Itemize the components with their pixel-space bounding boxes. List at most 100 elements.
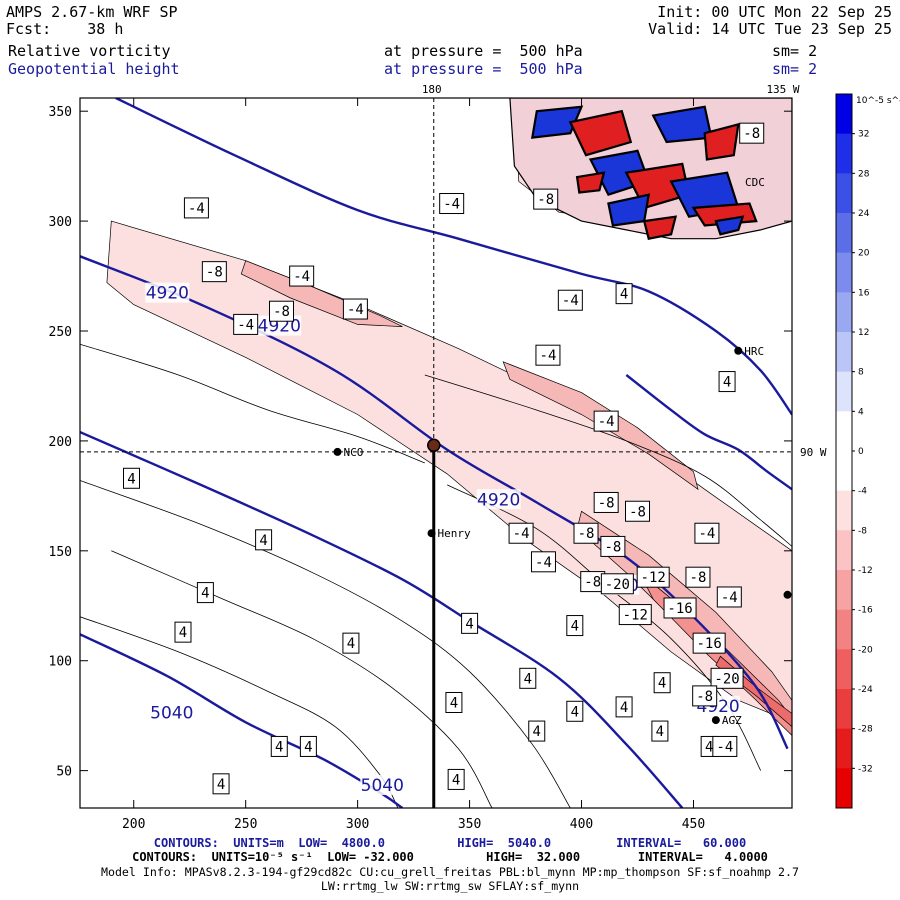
colorbar-tick-label: -24 xyxy=(858,685,873,695)
vorticity-label: -8 xyxy=(629,504,646,520)
colorbar-swatch xyxy=(836,371,852,412)
meridian-corner-label: 135 W xyxy=(766,83,799,96)
x-tick-label: 250 xyxy=(234,817,257,832)
vorticity-label-box xyxy=(533,188,559,210)
vorticity-label: -16 xyxy=(697,636,722,652)
vorticity-label: 4 xyxy=(571,704,579,720)
vorticity-label-box xyxy=(519,667,537,689)
colorbar-swatch xyxy=(836,570,852,611)
colorbar-swatch xyxy=(836,173,852,214)
field2-smooth: sm= 2 xyxy=(772,60,818,78)
vorticity-label-box xyxy=(739,122,765,144)
vorticity-label: -8 xyxy=(273,304,290,320)
colorbar-tick-label: 16 xyxy=(858,288,870,298)
vorticity-label-box xyxy=(439,193,465,215)
height-contour-interval: INTERVAL= 60.000 xyxy=(616,836,747,850)
south-pole-marker xyxy=(427,438,441,453)
vorticity-label-box xyxy=(212,773,230,795)
vorticity-label-box xyxy=(299,735,317,757)
station-label: NCO xyxy=(343,446,363,459)
vorticity-label-box xyxy=(615,696,633,718)
vorticity-label-box xyxy=(636,566,670,588)
station-label: Henry xyxy=(438,527,471,540)
vorticity-label: 4 xyxy=(275,739,283,755)
colorbar-tick-label: -4 xyxy=(858,487,867,497)
vorticity-label-box xyxy=(685,566,711,588)
height-label: 4920 xyxy=(146,284,189,304)
storm-vortex xyxy=(714,215,745,236)
colorbar-swatch xyxy=(836,530,852,571)
vorticity-label-box xyxy=(716,586,742,608)
vorticity-label-box xyxy=(573,522,599,544)
vorticity-label-box xyxy=(593,491,619,513)
vorticity-label-box xyxy=(255,529,273,551)
vorticity-label: 4 xyxy=(705,739,713,755)
station-marker xyxy=(783,590,792,599)
fcst-label: Fcst: xyxy=(6,20,52,38)
field2-level: at pressure = 500 hPa xyxy=(384,60,583,78)
plot-area: 4920492049204920492050405040-4-4-8-8-8-4… xyxy=(80,98,792,808)
vorticity-label: -12 xyxy=(623,608,648,624)
vorticity-label-box xyxy=(557,289,583,311)
colorbar-tick-label: -16 xyxy=(858,606,873,616)
height-contour xyxy=(80,633,404,808)
model-info: Model Info: MPASv8.2.3-194-gf29cd82c CU:… xyxy=(100,865,799,879)
vorticity-label: 4 xyxy=(571,619,579,635)
height-label: 4920 xyxy=(477,490,520,510)
vorticity-label: 4 xyxy=(465,616,473,632)
colorbar-swatch xyxy=(836,292,852,333)
vorticity-label-box xyxy=(196,582,214,604)
vorticity-contour xyxy=(424,374,792,547)
storm-vortex xyxy=(642,215,678,240)
vorticity-label-box xyxy=(692,685,718,707)
colorbar-tick-label: -8 xyxy=(858,526,867,536)
colorbar-swatch xyxy=(836,133,852,174)
vorticity-label-box xyxy=(653,672,671,694)
field1-smooth: sm= 2 xyxy=(772,42,818,60)
vorticity-label: 4 xyxy=(127,471,135,487)
fcst-value: 38 h xyxy=(87,20,124,38)
vorticity-label-box xyxy=(718,371,736,393)
vorticity-label: 4 xyxy=(259,533,267,549)
station-label: AGZ xyxy=(722,714,742,727)
vorticity-label-box xyxy=(528,720,546,742)
storm-vortex xyxy=(703,122,740,161)
vorticity-label: -16 xyxy=(667,601,692,617)
vorticity-label-box xyxy=(447,768,465,790)
field2-name: Geopotential height xyxy=(8,60,180,78)
vorticity-label: -4 xyxy=(188,201,205,217)
vorticity-label: 4 xyxy=(524,671,532,687)
storm-vortex xyxy=(568,109,633,157)
vorticity-label-box xyxy=(651,720,669,742)
vorticity-label-box xyxy=(445,691,463,713)
vorticity-label: -4 xyxy=(698,526,715,542)
colorbar-swatch xyxy=(836,94,852,135)
colorbar-tick-label: 8 xyxy=(858,368,864,378)
colorbar-swatch xyxy=(836,768,852,809)
vorticity-label: 4 xyxy=(452,772,460,788)
colorbar-swatch xyxy=(836,689,852,730)
vorticity-label-box xyxy=(694,522,720,544)
colorbar-swatch xyxy=(836,451,852,492)
colorbar-swatch xyxy=(836,332,852,373)
vorticity-label: -8 xyxy=(206,265,223,281)
vorticity-label: -12 xyxy=(641,570,666,586)
vorticity-label-box xyxy=(201,261,227,283)
x-tick-label: 450 xyxy=(682,817,705,832)
x-tick-label: 400 xyxy=(570,817,593,832)
storm-vortex xyxy=(530,105,584,139)
height-contour xyxy=(80,430,684,808)
vorticity-label: 4 xyxy=(347,636,355,652)
vorticity-label-box xyxy=(566,615,584,637)
field1-level: at pressure = 500 hPa xyxy=(384,42,583,60)
vorticity-label: -4 xyxy=(721,590,738,606)
vorticity-label-box xyxy=(615,283,633,305)
vorticity-label: -4 xyxy=(540,348,557,364)
height-label: 5040 xyxy=(361,776,404,796)
x-tick-label: 350 xyxy=(458,817,481,832)
vorticity-label: -8 xyxy=(584,575,601,591)
colorbar-units: 10^-5 s^-1 xyxy=(856,96,900,106)
station-marker xyxy=(333,447,342,456)
vorticity-label: -4 xyxy=(237,317,254,333)
field1-name: Relative vorticity xyxy=(8,42,171,60)
